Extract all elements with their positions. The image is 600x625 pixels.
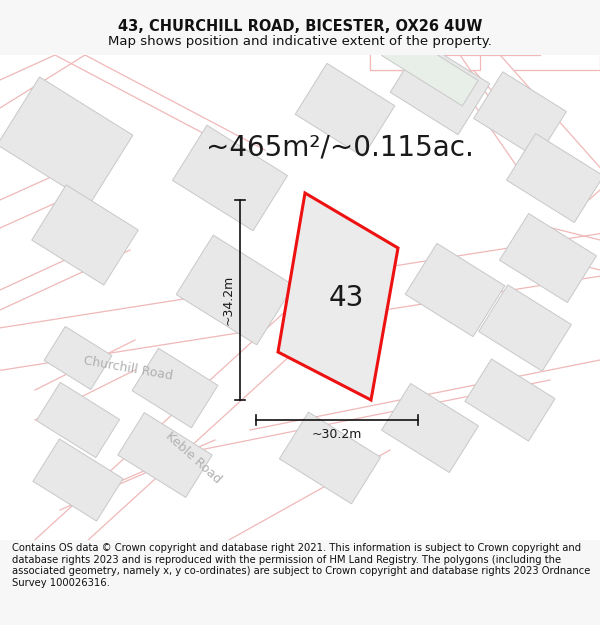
Polygon shape [382, 30, 478, 106]
Polygon shape [500, 214, 596, 302]
Text: Contains OS data © Crown copyright and database right 2021. This information is : Contains OS data © Crown copyright and d… [12, 543, 590, 588]
Text: 43: 43 [328, 284, 364, 312]
Polygon shape [506, 134, 600, 222]
Polygon shape [44, 326, 112, 389]
Polygon shape [32, 185, 138, 285]
Text: ~34.2m: ~34.2m [221, 275, 235, 325]
Polygon shape [278, 193, 398, 400]
Polygon shape [33, 439, 123, 521]
Polygon shape [0, 77, 133, 203]
Polygon shape [118, 412, 212, 498]
Text: Keble Road: Keble Road [163, 430, 223, 486]
Polygon shape [473, 72, 566, 158]
Text: ~30.2m: ~30.2m [312, 428, 362, 441]
Polygon shape [382, 384, 478, 472]
Polygon shape [465, 359, 555, 441]
Text: 43, CHURCHILL ROAD, BICESTER, OX26 4UW: 43, CHURCHILL ROAD, BICESTER, OX26 4UW [118, 19, 482, 34]
Polygon shape [370, 40, 480, 70]
Polygon shape [172, 125, 287, 231]
Polygon shape [0, 226, 600, 378]
Polygon shape [37, 382, 119, 458]
Polygon shape [176, 235, 294, 345]
Text: Churchill Road: Churchill Road [82, 354, 173, 382]
Text: ~465m²/~0.115ac.: ~465m²/~0.115ac. [206, 134, 474, 162]
Polygon shape [405, 243, 505, 337]
Polygon shape [33, 282, 342, 568]
Polygon shape [280, 412, 380, 504]
Text: Map shows position and indicative extent of the property.: Map shows position and indicative extent… [108, 35, 492, 48]
Polygon shape [295, 63, 395, 157]
Polygon shape [390, 41, 490, 134]
Polygon shape [132, 348, 218, 428]
Polygon shape [469, 45, 600, 200]
Polygon shape [370, 40, 600, 70]
Polygon shape [479, 285, 571, 371]
